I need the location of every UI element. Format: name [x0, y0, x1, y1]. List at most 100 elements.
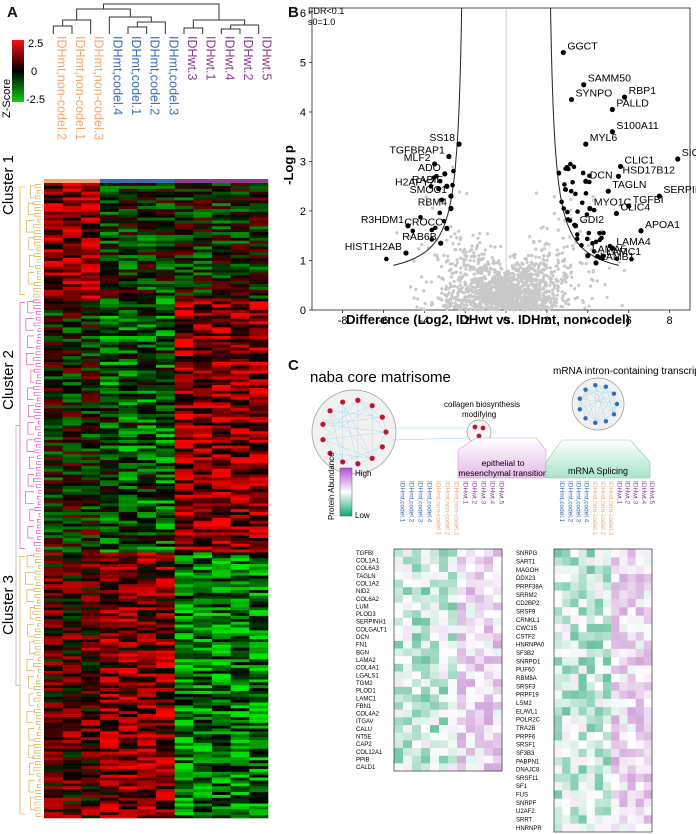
- small-heatmap-cell: [457, 725, 467, 733]
- small-heatmap-cell: [493, 549, 503, 557]
- background-point: [555, 248, 559, 252]
- heatmap-cell: [62, 532, 82, 536]
- heatmap-cell: [118, 601, 138, 605]
- background-point: [521, 283, 525, 288]
- background-point: [491, 258, 496, 263]
- heatmap-cell: [100, 665, 119, 669]
- small-heatmap-cell: [430, 755, 440, 764]
- heatmap-cell: [100, 246, 119, 250]
- small-heatmap-cell: [493, 617, 503, 626]
- heatmap-cell: [156, 399, 175, 403]
- heatmap-cell: [174, 618, 194, 623]
- small-heatmap-cell: [466, 610, 476, 619]
- heatmap-cell: [137, 636, 157, 640]
- heatmap-cell: [174, 509, 194, 513]
- background-point: [505, 285, 509, 290]
- background-point: [470, 290, 475, 294]
- heatmap-cell: [193, 203, 213, 207]
- heatmap-cell: [137, 725, 157, 729]
- heatmap-cell: [81, 745, 101, 750]
- heatmap-cell: [193, 745, 213, 750]
- heatmap-cell: [193, 546, 213, 550]
- small-heatmap-cell: [475, 640, 485, 649]
- heatmap-cell: [174, 286, 194, 291]
- heatmap-cell: [118, 359, 138, 363]
- heatmap-cell: [137, 777, 157, 781]
- small-heatmap-cell: [430, 748, 440, 756]
- small-heatmap-cell: [493, 587, 503, 596]
- heatmap-cell: [193, 197, 213, 201]
- heatmap-cell: [156, 413, 175, 418]
- significant-point: [429, 237, 435, 242]
- heatmap-cell: [137, 575, 157, 579]
- heatmap-cell: [44, 477, 63, 481]
- heatmap-cell: [174, 587, 194, 591]
- background-point: [532, 303, 536, 307]
- heatmap-cell: [44, 630, 63, 634]
- heatmap-cell: [156, 656, 175, 660]
- heatmap-cell: [212, 321, 231, 325]
- heatmap-cell: [156, 252, 175, 256]
- small-heatmap-cell: [475, 564, 485, 573]
- heatmap-cell: [118, 399, 138, 403]
- row-dendrogram-leaf: [36, 316, 41, 321]
- small-heatmap-cell: [578, 615, 587, 625]
- row-dendrogram-leaf: [36, 461, 41, 465]
- volcano-y-label: -Log p: [281, 145, 296, 185]
- heatmap-cell: [249, 185, 269, 190]
- row-dendrogram-leaf: [35, 547, 41, 552]
- row-dendrogram-branch: [30, 185, 34, 198]
- heatmap-cell: [249, 809, 269, 813]
- heatmap-cell: [249, 226, 269, 230]
- row-dendrogram-leaf: [36, 582, 41, 586]
- heatmap-cell: [62, 699, 82, 703]
- heatmap-cell: [249, 794, 269, 799]
- small-heatmap-cell: [484, 671, 494, 680]
- small-heatmap-cell: [412, 602, 422, 611]
- background-point: [540, 248, 544, 252]
- heatmap-cell: [230, 263, 250, 268]
- background-point: [459, 266, 463, 270]
- heatmap-cell: [230, 500, 250, 504]
- heatmap-cell: [62, 517, 82, 522]
- background-point: [554, 300, 559, 305]
- heatmap-cell: [137, 281, 157, 285]
- colorbar-tick-low: -2.5: [26, 94, 45, 106]
- heatmap-cell: [249, 494, 269, 498]
- heatmap-cell: [137, 284, 157, 288]
- heatmap-cell: [44, 705, 63, 709]
- row-dendrogram-leaf: [37, 259, 41, 263]
- background-point: [483, 282, 487, 286]
- heatmap-cell: [249, 335, 269, 340]
- heatmap-cell: [118, 757, 138, 761]
- small-heatmap-cell: [403, 564, 413, 573]
- small-heatmap-cell: [430, 717, 440, 726]
- row-dendrogram-leaf: [33, 478, 41, 483]
- heatmap-cell: [212, 284, 231, 288]
- heatmap-cell: [100, 335, 119, 340]
- heatmap-cell: [118, 592, 138, 597]
- small-heatmap-cell: [484, 656, 494, 665]
- small-heatmap-cell: [484, 686, 494, 695]
- small-heatmap-cell: [394, 648, 404, 657]
- heatmap-cell: [174, 258, 194, 262]
- row-dendrogram-leaf: [34, 207, 41, 211]
- small-heatmap-cell: [493, 556, 503, 565]
- small-heatmap-cell: [603, 615, 612, 625]
- small-heatmap-cell: [448, 671, 458, 680]
- background-point: [516, 282, 520, 287]
- heatmap-cell: [100, 425, 119, 429]
- heatmap-cell: [212, 763, 231, 767]
- heatmap-cell: [249, 797, 269, 801]
- heatmap-cell: [193, 318, 213, 322]
- heatmap-cell: [156, 647, 175, 651]
- background-point: [525, 278, 529, 282]
- small-heatmap-cell: [430, 763, 440, 772]
- background-point: [450, 293, 454, 297]
- heatmap-cell: [100, 745, 119, 750]
- heatmap-cell: [212, 477, 231, 481]
- background-point: [479, 269, 483, 273]
- heatmap-cell: [81, 454, 101, 458]
- heatmap-cell: [62, 613, 82, 617]
- background-point: [620, 304, 624, 308]
